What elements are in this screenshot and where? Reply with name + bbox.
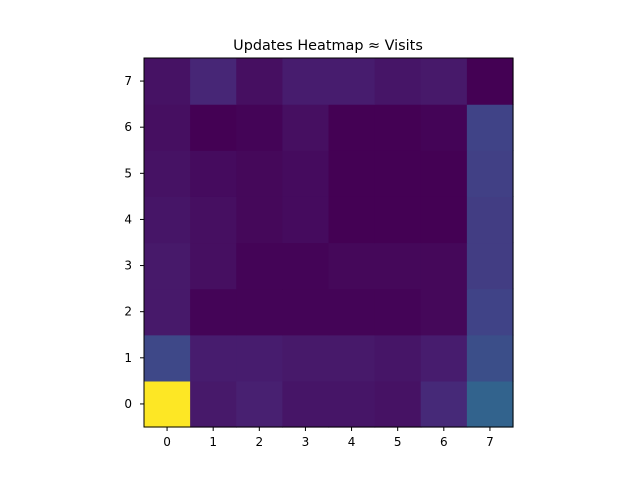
- heatmap-cell-5-4: [374, 196, 422, 244]
- heatmap-cell-3-1: [282, 334, 330, 382]
- heatmap-cell-5-3: [374, 242, 422, 290]
- x-tick-label-3: 3: [302, 435, 310, 449]
- heatmap-cell-1-7: [190, 58, 237, 105]
- x-tick-label-1: 1: [209, 435, 217, 449]
- heatmap-cell-7-3: [466, 242, 514, 290]
- y-tick-label-1: 1: [124, 351, 132, 365]
- heatmap-cell-0-7: [144, 58, 191, 105]
- heatmap-cell-2-1: [236, 334, 283, 382]
- heatmap-cell-7-6: [466, 104, 514, 151]
- heatmap-cell-6-0: [420, 380, 468, 428]
- heatmap-cell-7-5: [466, 150, 514, 197]
- heatmap-cell-0-1: [144, 334, 191, 382]
- heatmap-cell-2-2: [236, 288, 283, 336]
- heatmap-cell-0-6: [144, 104, 191, 151]
- y-axis: 0 1 2 3 4 5 6 7: [124, 74, 144, 411]
- heatmap-cell-2-3: [236, 242, 283, 290]
- heatmap-cell-3-2: [282, 288, 330, 336]
- x-tick-label-0: 0: [163, 435, 171, 449]
- heatmap-cell-0-4: [144, 196, 191, 244]
- heatmap-cell-5-5: [374, 150, 422, 197]
- heatmap-cell-6-4: [420, 196, 468, 244]
- heatmap-cell-1-5: [190, 150, 237, 197]
- heatmap-cell-7-7: [466, 58, 514, 105]
- heatmap-cell-3-0: [282, 380, 330, 428]
- heatmap-cell-7-0: [466, 380, 514, 428]
- heatmap-cell-4-7: [328, 58, 376, 105]
- heatmap-cell-2-4: [236, 196, 283, 244]
- heatmap-cell-5-0: [374, 380, 422, 428]
- heatmap-cell-5-6: [374, 104, 422, 151]
- heatmap-cell-3-4: [282, 196, 330, 244]
- heatmap-cell-2-7: [236, 58, 283, 105]
- heatmap-cell-3-7: [282, 58, 330, 105]
- x-tick-label-4: 4: [348, 435, 356, 449]
- chart-title: Updates Heatmap ≈ Visits: [233, 38, 423, 54]
- y-tick-label-2: 2: [124, 305, 132, 319]
- heatmap-cell-3-6: [282, 104, 330, 151]
- heatmap-cell-1-0: [190, 380, 237, 428]
- heatmap-cell-7-4: [466, 196, 514, 244]
- y-tick-label-3: 3: [124, 259, 132, 273]
- heatmap-cell-5-1: [374, 334, 422, 382]
- heatmap-cell-1-6: [190, 104, 237, 151]
- heatmap-cell-1-1: [190, 334, 237, 382]
- heatmap-cell-4-6: [328, 104, 376, 151]
- x-tick-label-7: 7: [486, 435, 494, 449]
- y-tick-label-5: 5: [124, 166, 132, 180]
- heatmap-cell-1-2: [190, 288, 237, 336]
- heatmap-cell-3-5: [282, 150, 330, 197]
- heatmap-cell-7-2: [466, 288, 514, 336]
- heatmap-cell-2-5: [236, 150, 283, 197]
- y-tick-label-0: 0: [124, 397, 132, 411]
- heatmap-cell-1-3: [190, 242, 237, 290]
- heatmap-cell-6-1: [420, 334, 468, 382]
- heatmap-cell-7-1: [466, 334, 514, 382]
- heatmap-cell-0-3: [144, 242, 191, 290]
- heatmap-cells: [144, 58, 514, 428]
- heatmap-cell-6-2: [420, 288, 468, 336]
- heatmap-cell-4-1: [328, 334, 376, 382]
- x-tick-label-6: 6: [440, 435, 448, 449]
- heatmap-cell-2-6: [236, 104, 283, 151]
- heatmap-cell-6-6: [420, 104, 468, 151]
- y-tick-label-6: 6: [124, 120, 132, 134]
- plot-frame: [143, 57, 514, 428]
- y-tick-label-7: 7: [124, 74, 132, 88]
- heatmap-cell-0-0: [144, 380, 191, 428]
- heatmap-cell-4-5: [328, 150, 376, 197]
- heatmap-cell-4-3: [328, 242, 376, 290]
- heatmap-cell-6-3: [420, 242, 468, 290]
- y-tick-label-4: 4: [124, 212, 132, 226]
- heatmap-cell-5-7: [374, 58, 422, 105]
- x-tick-label-2: 2: [255, 435, 263, 449]
- heatmap-cell-0-2: [144, 288, 191, 336]
- heatmap-cell-4-4: [328, 196, 376, 244]
- heatmap-cell-0-5: [144, 150, 191, 197]
- heatmap-cell-6-7: [420, 58, 468, 105]
- heatmap-cell-1-4: [190, 196, 237, 244]
- heatmap-cell-2-0: [236, 380, 283, 428]
- heatmap-cell-3-3: [282, 242, 330, 290]
- heatmap-cell-4-2: [328, 288, 376, 336]
- heatmap-cell-6-5: [420, 150, 468, 197]
- heatmap-cell-4-0: [328, 380, 376, 428]
- x-axis: 0 1 2 3 4 5 6 7: [163, 427, 494, 449]
- x-tick-label-5: 5: [394, 435, 402, 449]
- heatmap-cell-5-2: [374, 288, 422, 336]
